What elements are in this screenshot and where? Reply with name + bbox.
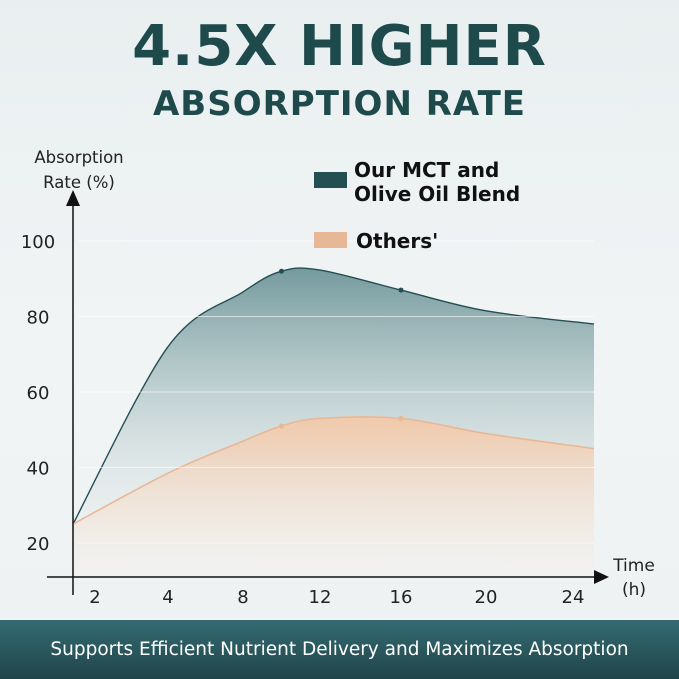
x-tick-label: 2	[89, 587, 100, 608]
bottom-banner: Supports Efficient Nutrient Delivery and…	[0, 620, 679, 679]
subheadline: ABSORPTION RATE	[152, 84, 527, 124]
x-tick-label: 24	[562, 587, 585, 608]
legend-swatch-ours	[314, 172, 347, 188]
x-tick-label: 20	[475, 587, 498, 608]
data-point-ours	[279, 268, 284, 274]
x-axis-label: Time	[612, 556, 655, 576]
area-others	[73, 416, 594, 577]
y-axis-label: Absorption	[34, 148, 123, 167]
x-tick-label: 12	[309, 587, 332, 608]
x-axis-arrow	[594, 570, 609, 584]
y-tick-label: 40	[27, 459, 50, 480]
legend-label-others: Others'	[356, 229, 438, 253]
legend-swatch-others	[314, 232, 347, 248]
data-point-ours	[398, 287, 404, 293]
x-tick-label: 8	[237, 587, 248, 608]
y-axis-arrow	[66, 190, 80, 206]
x-tick-label: 16	[390, 587, 413, 608]
line-others	[72, 416, 595, 525]
y-axis-label: Rate (%)	[43, 173, 115, 192]
legend-label-ours: Olive Oil Blend	[354, 182, 520, 206]
y-tick-label: 100	[21, 232, 55, 253]
legend-label-ours: Our MCT and	[354, 158, 499, 182]
data-point-others	[279, 423, 284, 429]
y-tick-label: 60	[27, 383, 50, 404]
y-tick-label: 20	[27, 534, 50, 555]
headline: 4.5X HIGHER	[132, 14, 547, 79]
data-point-others	[398, 415, 404, 421]
line-ours	[72, 267, 595, 525]
x-axis-label: (h)	[622, 580, 646, 600]
x-tick-label: 4	[162, 587, 173, 608]
y-tick-label: 80	[27, 308, 50, 329]
